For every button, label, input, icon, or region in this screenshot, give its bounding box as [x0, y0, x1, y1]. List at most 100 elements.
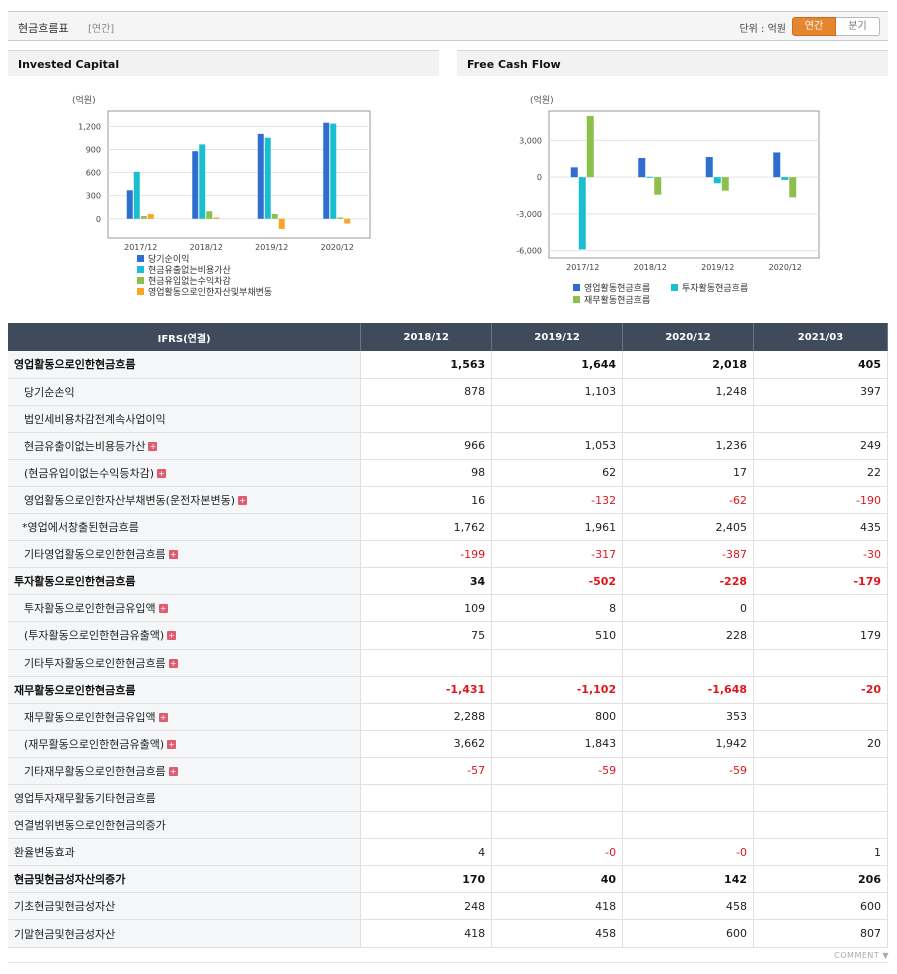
row-value: -317 — [491, 540, 624, 569]
row-value: 966 — [360, 432, 493, 460]
legend-label: 영업활동현금흐름 — [584, 282, 650, 294]
divider — [8, 962, 888, 963]
table-row: 영업활동으로인한현금흐름 1,563 1,644 2,018 405 — [8, 351, 888, 379]
bar — [257, 133, 264, 219]
table-row: 법인세비용차감전계속사업이익 — [8, 405, 888, 433]
row-value — [753, 649, 888, 677]
table-row[interactable]: 현금유출이없는비용등가산 +966 1,053 1,236 249 — [8, 432, 888, 460]
row-label: 재무활동으로인한현금흐름 — [8, 675, 362, 704]
row-label: 투자활동으로인한현금흐름 — [8, 567, 362, 596]
row-value — [753, 811, 888, 840]
row-value: 1,248 — [622, 378, 755, 406]
row-value: 2,018 — [622, 351, 755, 379]
row-label-text: 기타투자활동으로인한현금흐름 — [24, 656, 166, 670]
row-value: 206 — [753, 865, 888, 894]
row-label-text: 재무활동으로인한현금유입액 — [24, 710, 156, 724]
cash-flow-table: IFRS(연결) 2018/12 2019/12 2020/12 2021/03 영업활… — [8, 323, 888, 948]
row-value — [753, 405, 888, 433]
row-label-text: 투자활동으로인한현금흐름 — [14, 575, 136, 589]
tab-quarter[interactable]: 분기 — [836, 17, 880, 36]
header-bar: 현금흐름표 [연간] 단위 : 억원 연간 분기 — [8, 11, 888, 41]
row-value: 600 — [622, 919, 755, 948]
expand-icon[interactable]: + — [158, 604, 168, 614]
bar — [705, 157, 713, 178]
table-header-row: IFRS(연결) 2018/12 2019/12 2020/12 2021/03 — [8, 323, 888, 351]
table-row[interactable]: 재무활동으로인한현금유입액 +2,288 800 353 — [8, 703, 888, 731]
row-label-text: 영업활동으로인한현금흐름 — [14, 358, 136, 372]
row-value — [491, 783, 624, 813]
row-label: 영업활동으로인한현금흐름 — [8, 351, 362, 379]
x-tick-label: 2018/12 — [634, 263, 667, 272]
y-tick-label: -3,000 — [516, 210, 542, 219]
row-value: 40 — [491, 865, 624, 894]
row-value: 405 — [753, 351, 888, 379]
expand-icon[interactable]: + — [168, 658, 178, 668]
expand-icon[interactable]: + — [148, 441, 158, 451]
legend-swatch — [137, 277, 144, 284]
page-title: 현금흐름표 — [18, 22, 69, 35]
row-value: -57 — [360, 757, 493, 786]
table-row[interactable]: 기타재무활동으로인한현금흐름 + -57 -59 -59 — [8, 757, 888, 786]
row-value: -62 — [622, 486, 755, 515]
table-row: 투자활동으로인한현금흐름 34 -502 -228 -179 — [8, 567, 888, 596]
table-row[interactable]: (투자활동으로인한현금유출액) +75 510 228 179 — [8, 621, 888, 650]
bar — [638, 158, 646, 178]
row-label: 현금유출이없는비용등가산 + — [8, 432, 362, 460]
x-tick-label: 2019/12 — [701, 263, 734, 272]
expand-icon[interactable]: + — [237, 496, 247, 506]
expand-icon[interactable]: + — [157, 468, 167, 478]
legend-label: 현금유출없는비용가산 — [148, 265, 231, 276]
table-row[interactable]: 투자활동으로인한현금유입액 +109 8 0 — [8, 594, 888, 623]
row-value — [622, 783, 755, 813]
expand-icon[interactable]: + — [158, 712, 168, 722]
comment-toggle[interactable]: COMMENT ▼ — [834, 951, 889, 960]
expand-icon[interactable]: + — [168, 766, 178, 776]
row-label-text: 기초현금및현금성자산 — [14, 900, 116, 914]
expand-icon[interactable]: + — [168, 550, 178, 560]
expand-icon[interactable]: + — [167, 739, 177, 749]
free-cash-flow-chart: (억원) 3,000 0 -3,000 -6,000 2017/12 2018/12 2019… — [516, 94, 820, 306]
row-value — [622, 649, 755, 677]
table-row[interactable]: (재무활동으로인한현금유출액) +3,662 1,843 1,942 20 — [8, 730, 888, 758]
row-value: 1,942 — [622, 730, 755, 758]
row-label: 환율변동효과 — [8, 838, 362, 867]
row-value: 600 — [753, 892, 888, 921]
row-label: (투자활동으로인한현금유출액) + — [8, 621, 362, 650]
bar — [721, 177, 729, 191]
column-header-period: 2021/03 — [753, 323, 888, 351]
column-header-label: IFRS(연결) — [8, 323, 362, 351]
row-value: 16 — [360, 486, 493, 515]
row-value: 3,662 — [360, 730, 493, 758]
expand-icon[interactable]: + — [167, 631, 177, 641]
table-row: 당기순손익 878 1,103 1,248 397 — [8, 378, 888, 406]
row-value — [491, 405, 624, 433]
row-label-text: 투자활동으로인한현금유입액 — [24, 602, 156, 616]
y-tick-label: 0 — [537, 173, 542, 182]
legend-label: 영업활동으로인한자산및부채변동 — [148, 286, 272, 298]
row-label: 기타재무활동으로인한현금흐름 + — [8, 757, 362, 786]
row-label: 당기순손익 — [8, 378, 362, 406]
row-label-text: 법인세비용차감전계속사업이익 — [24, 412, 166, 426]
bar — [781, 177, 789, 180]
table-row: 연결범위변동으로인한현금의증가 — [8, 811, 888, 840]
row-value: 807 — [753, 919, 888, 948]
column-header-period: 2019/12 — [491, 323, 624, 351]
y-tick-label: 0 — [96, 215, 101, 224]
bar — [586, 115, 594, 178]
table-row[interactable]: 기타영업활동으로인한현금흐름 + -199 -317 -387 -30 — [8, 540, 888, 569]
legend-label: 재무활동현금흐름 — [584, 294, 650, 306]
row-value: 179 — [753, 621, 888, 650]
tab-annual[interactable]: 연간 — [792, 17, 836, 36]
row-label-text: 기타재무활동으로인한현금흐름 — [24, 764, 166, 778]
table-row[interactable]: 영업활동으로인한자산부채변동(운전자본변동) +16 -132 -62 -190 — [8, 486, 888, 515]
invested-capital-panel: Invested Capital (억원) 1,200 900 600 300 0 2017… — [8, 50, 439, 312]
bar — [713, 177, 721, 184]
table-row[interactable]: (현금유입이없는수익등차감) +98 62 17 22 — [8, 459, 888, 487]
bar — [789, 177, 797, 198]
row-value — [491, 811, 624, 840]
row-value: 34 — [360, 567, 493, 596]
row-value: 248 — [360, 892, 493, 921]
row-label-text: 재무활동으로인한현금흐름 — [14, 683, 136, 697]
legend-swatch — [573, 296, 580, 303]
table-row[interactable]: 기타투자활동으로인한현금흐름 + — [8, 649, 888, 677]
